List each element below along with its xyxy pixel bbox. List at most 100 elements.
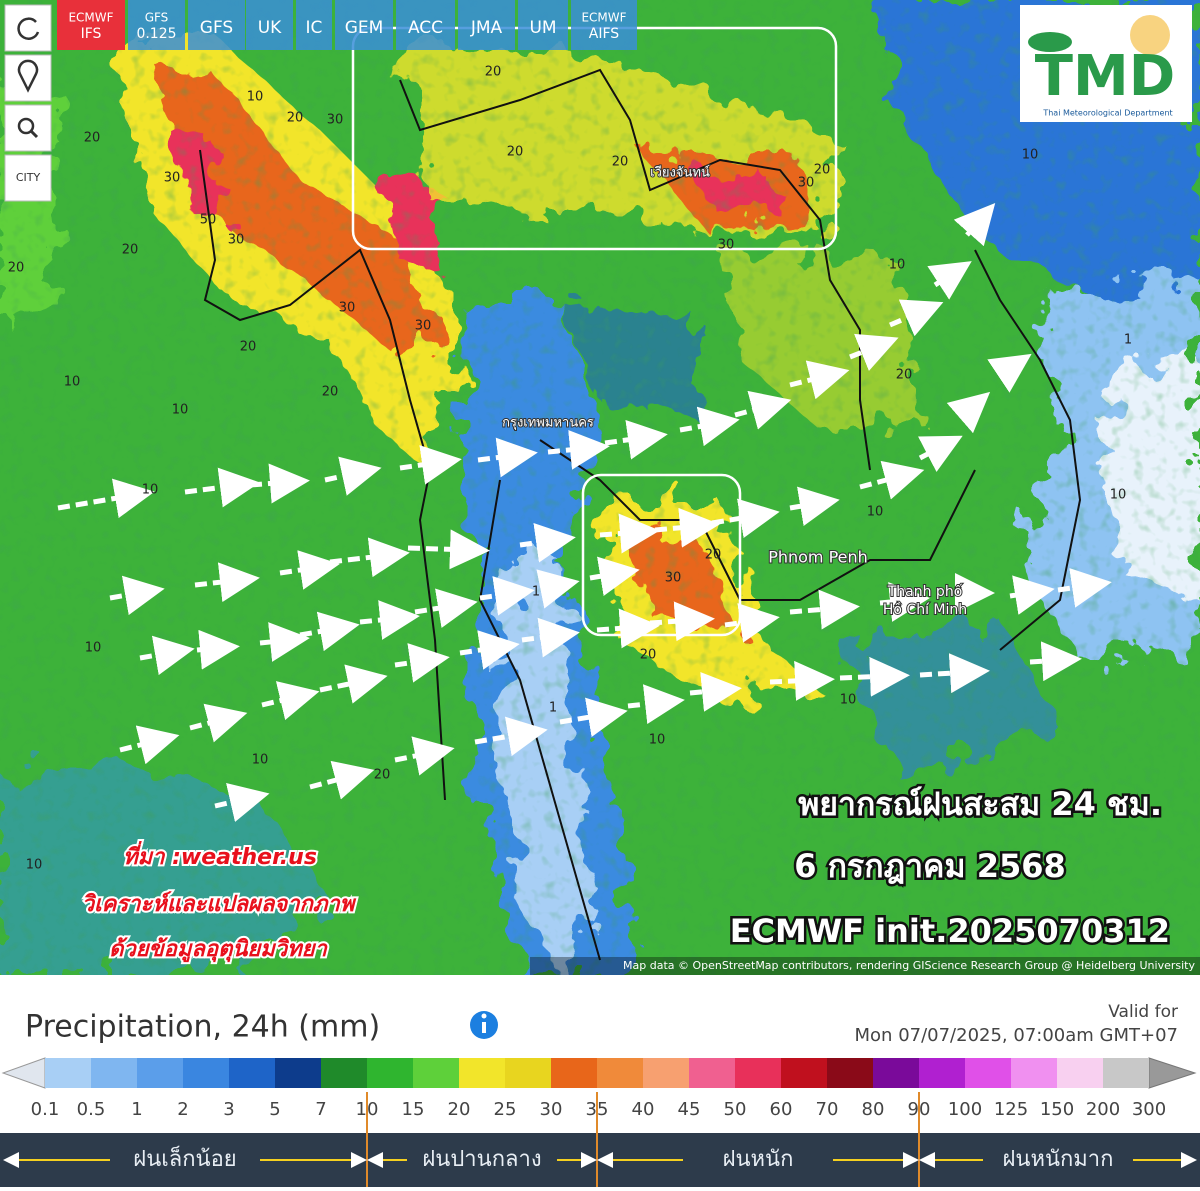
credit-data: ด้วยข้อมูลอุตุนิยมวิทยา xyxy=(109,937,328,963)
scale-tick-label: 1 xyxy=(131,1099,142,1120)
logo-subtitle: Thai Meteorological Department xyxy=(1042,109,1172,118)
wind-arrow xyxy=(724,603,780,643)
wind-arrow xyxy=(394,736,455,776)
model-tab[interactable] xyxy=(458,0,515,50)
contour-label: 30 xyxy=(798,176,815,191)
contour-label: 30 xyxy=(415,319,432,334)
model-tab[interactable] xyxy=(246,0,293,50)
category-label-bg xyxy=(683,1140,833,1180)
wind-arrow xyxy=(559,697,628,738)
texture xyxy=(0,0,1200,975)
overlay-date: 6 กรกฎาคม 2568 xyxy=(794,847,1066,885)
wind-arrow xyxy=(309,760,375,800)
contour-label: 10 xyxy=(172,403,189,418)
wind-arrow xyxy=(394,643,450,683)
place-label: Phnom Penh xyxy=(768,548,868,567)
model-tab[interactable] xyxy=(571,0,637,50)
contour-label: 10 xyxy=(252,753,269,768)
category-label: ฝนหนัก xyxy=(723,1147,794,1172)
model-tab[interactable] xyxy=(128,0,185,50)
wind-arrow xyxy=(189,703,248,743)
scale-cell xyxy=(137,1058,183,1088)
wind-arrow xyxy=(399,445,462,485)
scale-cell xyxy=(643,1058,689,1088)
scale-cell xyxy=(459,1058,505,1088)
scale-cell xyxy=(321,1058,367,1088)
credit-analysis: วิเคราะห์และแปลผลจากภาพ xyxy=(82,891,357,917)
scale-tick-label: 70 xyxy=(816,1099,839,1120)
scale-tick-label: 80 xyxy=(862,1099,885,1120)
wind-arrow xyxy=(599,513,660,554)
overlay-model-run: ECMWF init.2025070312 xyxy=(730,912,1170,950)
contour-label: 10 xyxy=(85,641,102,656)
wind-arrow xyxy=(324,456,382,496)
wind-arrow xyxy=(918,435,963,472)
model-tab[interactable] xyxy=(518,0,568,50)
attribution: Map data © OpenStreetMap contributors, r… xyxy=(623,959,1195,972)
model-tab[interactable] xyxy=(296,0,332,50)
wind-arrow xyxy=(953,203,996,247)
contour-label: 10 xyxy=(840,693,857,708)
wind-arrow xyxy=(259,622,310,662)
city-button[interactable] xyxy=(4,154,52,202)
wind-arrow xyxy=(734,390,792,430)
scale-tick-label: 15 xyxy=(402,1099,425,1120)
model-tab[interactable] xyxy=(188,0,245,50)
contour-label: 20 xyxy=(122,243,139,258)
scale-tick-label: 5 xyxy=(269,1099,280,1120)
wind-arrow xyxy=(57,478,155,519)
wind-arrows xyxy=(57,203,1112,822)
refresh-button[interactable] xyxy=(4,4,52,52)
wind-arrow xyxy=(604,419,668,460)
contour-label: 10 xyxy=(64,375,81,390)
wind-arrow xyxy=(1057,568,1112,608)
model-tab[interactable] xyxy=(335,0,393,50)
info-icon-dot xyxy=(481,1013,487,1019)
contour-label: 10 xyxy=(1110,488,1127,503)
model-tab[interactable] xyxy=(57,0,125,50)
wind-arrow xyxy=(1029,641,1082,682)
logo-tree xyxy=(1028,32,1072,52)
scale-tick-label: 2 xyxy=(177,1099,188,1120)
contour-label: 20 xyxy=(705,548,722,563)
contour-label: 20 xyxy=(322,385,339,400)
wind-arrow xyxy=(649,601,715,642)
model-tab-label: GFS xyxy=(145,11,169,25)
model-tab-label: ECMWF xyxy=(68,11,113,25)
wind-arrow xyxy=(789,589,860,630)
legend-title: Precipitation, 24h (mm) xyxy=(25,1010,380,1045)
scale-cell xyxy=(91,1058,137,1088)
scale-cell xyxy=(1011,1058,1057,1088)
scale-cell xyxy=(275,1058,321,1088)
model-tab-label: JMA xyxy=(470,18,503,38)
contour-label: 20 xyxy=(896,368,913,383)
credit-source: ที่มา :weather.us xyxy=(123,840,317,870)
category-label: ฝนปานกลาง xyxy=(422,1147,541,1172)
contour-label: 20 xyxy=(507,145,524,160)
wind-arrow xyxy=(329,537,410,578)
attribution-bg xyxy=(530,957,1200,975)
wind-arrow xyxy=(859,460,925,500)
wind-arrow xyxy=(711,498,780,539)
model-tab-label: GEM xyxy=(345,18,384,38)
zoom-button[interactable] xyxy=(4,104,52,152)
model-tab[interactable] xyxy=(396,0,455,50)
contour-label: 20 xyxy=(814,163,831,178)
location-button[interactable] xyxy=(4,54,52,102)
wind-arrow xyxy=(879,582,930,622)
tmd-logo: TMD Thai Meteorological Department xyxy=(1020,5,1192,122)
wind-arrow xyxy=(946,391,991,434)
scale-cell xyxy=(965,1058,1011,1088)
wind-arrow xyxy=(1009,575,1055,615)
place-label: Hồ Chí Minh xyxy=(883,601,967,618)
scale-tick-label: 3 xyxy=(223,1099,234,1120)
contour-label: 10 xyxy=(649,733,666,748)
contour-label: 20 xyxy=(8,261,25,276)
scale-tick-label: 150 xyxy=(1040,1099,1074,1120)
location-icon xyxy=(17,59,39,93)
contour-label: 10 xyxy=(247,90,264,105)
wind-arrow xyxy=(849,333,899,371)
contour-label: 10 xyxy=(889,258,906,273)
